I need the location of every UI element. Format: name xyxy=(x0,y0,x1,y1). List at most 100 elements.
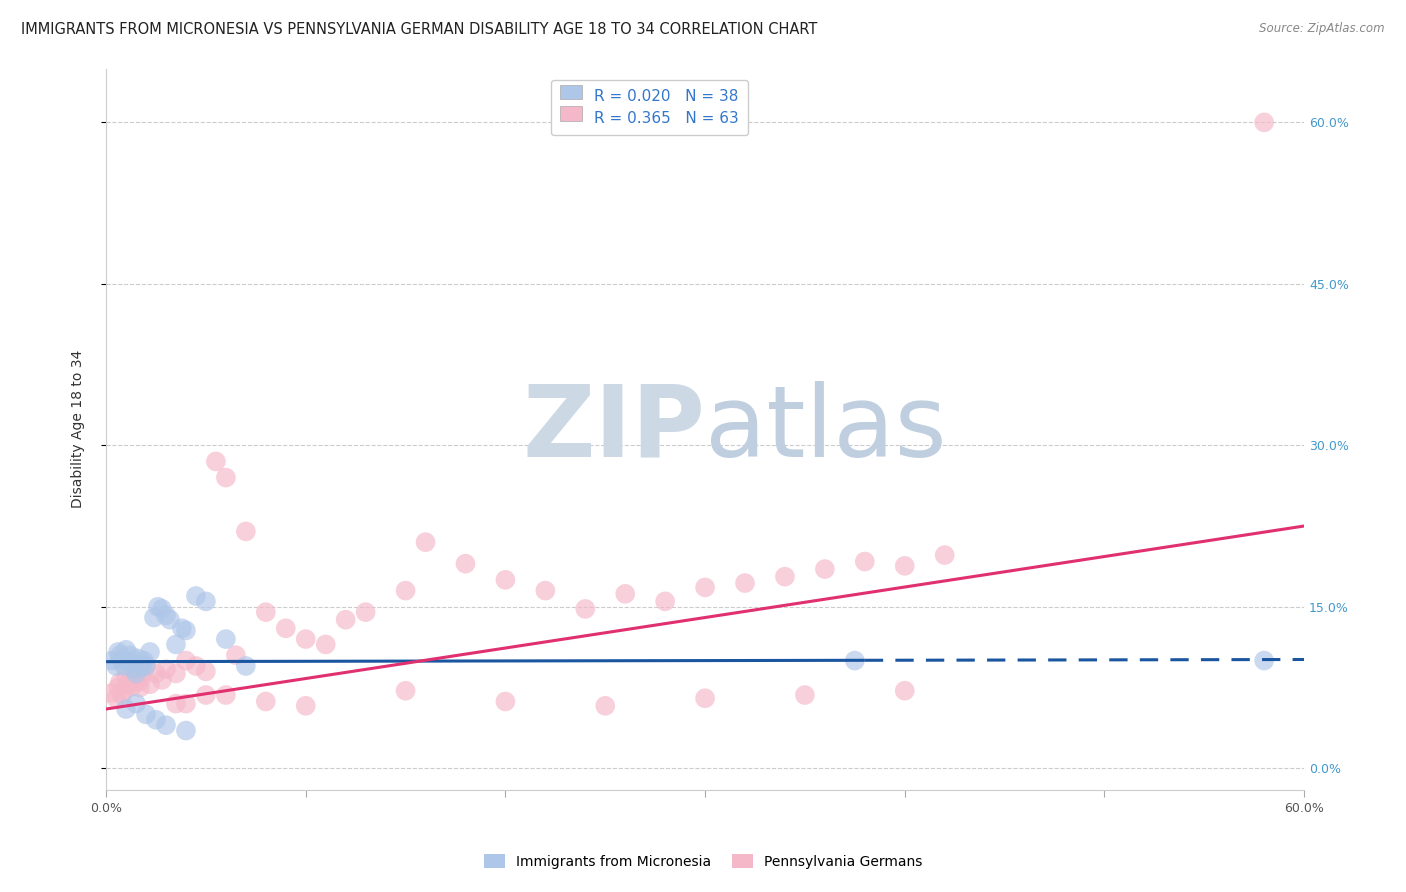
Point xyxy=(145,666,167,681)
Point xyxy=(693,691,716,706)
Point xyxy=(121,680,143,694)
Point xyxy=(315,637,337,651)
Point xyxy=(174,697,197,711)
Point xyxy=(394,583,416,598)
Point xyxy=(494,694,516,708)
Point xyxy=(121,656,143,670)
Point xyxy=(170,621,193,635)
Point xyxy=(934,548,956,562)
Point xyxy=(793,688,815,702)
Point xyxy=(112,659,135,673)
Point xyxy=(132,665,155,679)
Point xyxy=(574,602,596,616)
Point xyxy=(174,654,197,668)
Point xyxy=(105,659,128,673)
Point xyxy=(254,605,277,619)
Point xyxy=(125,666,148,681)
Point xyxy=(129,657,152,672)
Point xyxy=(534,583,557,598)
Point xyxy=(125,662,148,676)
Point xyxy=(194,665,217,679)
Point xyxy=(235,524,257,539)
Point xyxy=(494,573,516,587)
Point xyxy=(108,675,131,690)
Point xyxy=(165,697,187,711)
Point xyxy=(117,654,139,668)
Point xyxy=(335,613,357,627)
Point xyxy=(734,576,756,591)
Point xyxy=(112,683,135,698)
Legend: Immigrants from Micronesia, Pennsylvania Germans: Immigrants from Micronesia, Pennsylvania… xyxy=(478,849,928,874)
Point xyxy=(135,659,157,673)
Point xyxy=(150,602,173,616)
Point xyxy=(205,454,228,468)
Point xyxy=(225,648,247,663)
Point xyxy=(194,688,217,702)
Y-axis label: Disability Age 18 to 34: Disability Age 18 to 34 xyxy=(72,350,86,508)
Point xyxy=(107,681,129,695)
Point xyxy=(294,632,316,646)
Point xyxy=(101,686,124,700)
Point xyxy=(165,666,187,681)
Point xyxy=(184,659,207,673)
Point xyxy=(893,558,915,573)
Point xyxy=(115,642,138,657)
Point xyxy=(150,673,173,687)
Point xyxy=(118,648,141,663)
Point xyxy=(111,654,134,668)
Point xyxy=(814,562,837,576)
Point xyxy=(125,697,148,711)
Point xyxy=(143,610,166,624)
Point xyxy=(853,555,876,569)
Point xyxy=(127,675,149,690)
Point xyxy=(844,654,866,668)
Point xyxy=(131,670,153,684)
Point xyxy=(174,723,197,738)
Point xyxy=(115,702,138,716)
Point xyxy=(654,594,676,608)
Text: atlas: atlas xyxy=(704,381,946,477)
Point xyxy=(194,594,217,608)
Point xyxy=(274,621,297,635)
Point xyxy=(139,645,162,659)
Point xyxy=(129,681,152,695)
Point xyxy=(135,707,157,722)
Point xyxy=(127,651,149,665)
Point xyxy=(693,580,716,594)
Legend: R = 0.020   N = 38, R = 0.365   N = 63: R = 0.020 N = 38, R = 0.365 N = 63 xyxy=(551,79,748,136)
Point xyxy=(415,535,437,549)
Point xyxy=(111,688,134,702)
Point xyxy=(146,599,169,614)
Point xyxy=(159,613,181,627)
Point xyxy=(139,677,162,691)
Point xyxy=(107,645,129,659)
Point xyxy=(108,648,131,663)
Point xyxy=(354,605,377,619)
Point xyxy=(215,470,238,484)
Point xyxy=(215,688,238,702)
Point xyxy=(593,698,616,713)
Point xyxy=(115,670,138,684)
Point xyxy=(1253,654,1275,668)
Point xyxy=(614,587,637,601)
Point xyxy=(235,659,257,673)
Point xyxy=(155,662,177,676)
Point xyxy=(893,683,915,698)
Point xyxy=(135,659,157,673)
Point xyxy=(145,713,167,727)
Point xyxy=(155,718,177,732)
Point xyxy=(122,662,145,676)
Text: Source: ZipAtlas.com: Source: ZipAtlas.com xyxy=(1260,22,1385,36)
Point xyxy=(1253,115,1275,129)
Point xyxy=(394,683,416,698)
Point xyxy=(184,589,207,603)
Point xyxy=(117,677,139,691)
Point xyxy=(101,654,124,668)
Point xyxy=(773,569,796,583)
Point xyxy=(174,624,197,638)
Point xyxy=(155,608,177,623)
Point xyxy=(131,660,153,674)
Point xyxy=(165,637,187,651)
Text: IMMIGRANTS FROM MICRONESIA VS PENNSYLVANIA GERMAN DISABILITY AGE 18 TO 34 CORREL: IMMIGRANTS FROM MICRONESIA VS PENNSYLVAN… xyxy=(21,22,817,37)
Point xyxy=(454,557,477,571)
